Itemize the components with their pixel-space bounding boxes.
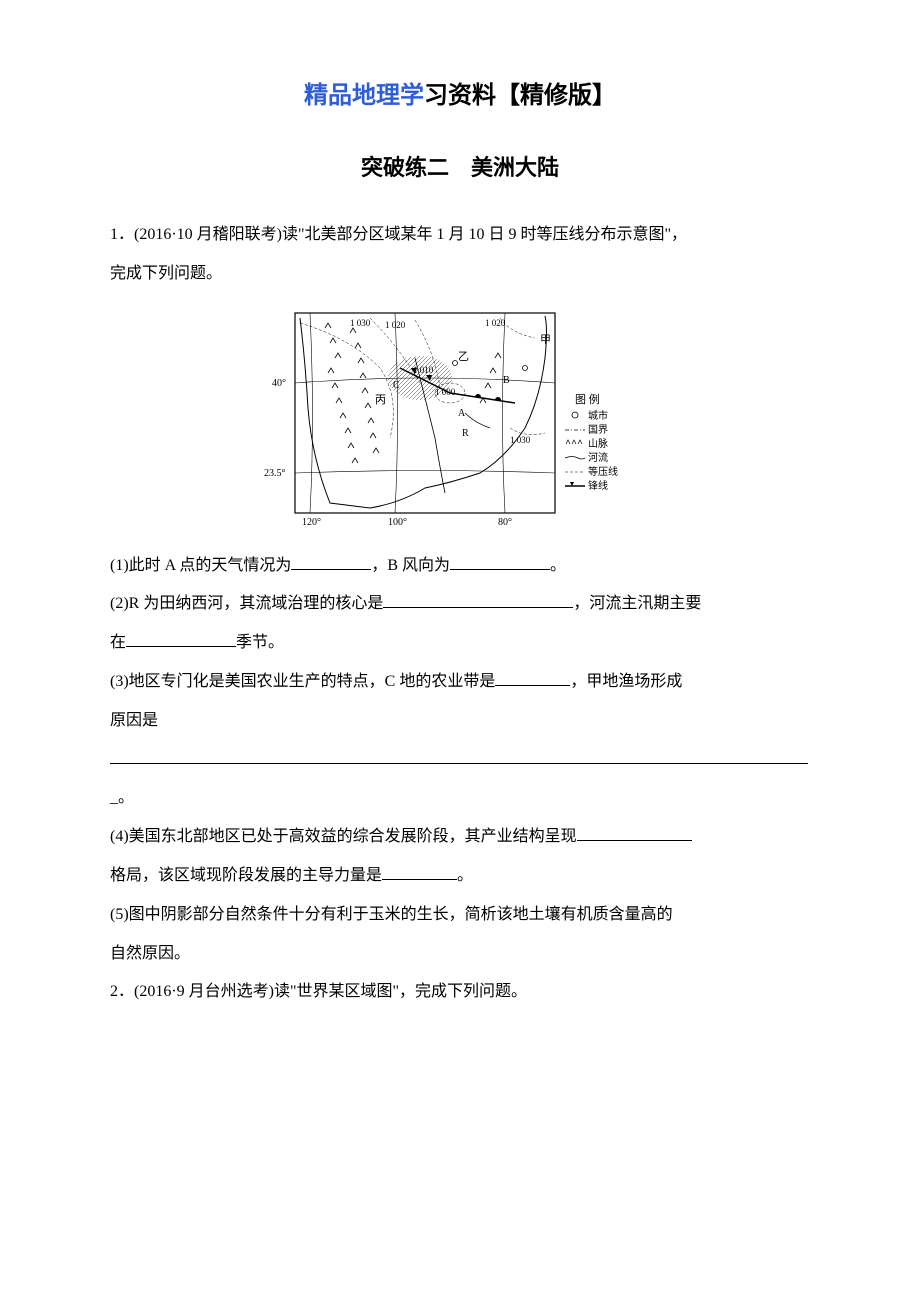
label-B: B xyxy=(503,375,510,386)
lon-80: 80° xyxy=(498,517,512,528)
meridian-80 xyxy=(503,313,506,513)
label-R: R xyxy=(462,428,469,439)
q1-intro-line1: 1．(2016·10 月稽阳联考)读"北美部分区域某年 1 月 10 日 9 时… xyxy=(110,217,810,254)
legend-mountain: 山脉 xyxy=(588,437,608,450)
page-header-title: 精品地理学习资料【精修版】 xyxy=(110,75,810,110)
legend-title: 图 例 xyxy=(575,392,600,406)
mountain-range xyxy=(325,323,379,463)
coastline xyxy=(300,316,547,508)
section-title: 突破练二 美洲大陆 xyxy=(110,150,810,182)
blank-field[interactable] xyxy=(291,554,371,570)
isobar-1020b xyxy=(500,318,535,338)
isobar-label: 1 030 xyxy=(350,318,371,328)
parallel-23 xyxy=(295,470,555,473)
map-frame xyxy=(295,313,555,513)
lat-23: 23.5° xyxy=(264,468,286,479)
isobar-1030b xyxy=(510,428,545,435)
q1-p2l2-after: 季节。 xyxy=(236,634,284,651)
q1-part3-line3 xyxy=(110,742,810,779)
q1-p3-mid: ，甲地渔场形成 xyxy=(570,673,682,690)
q1-p4l2-after: 。 xyxy=(457,867,473,884)
q2-intro: 2．(2016·9 月台州选考)读"世界某区域图"，完成下列问题。 xyxy=(110,974,810,1011)
blank-field[interactable] xyxy=(110,748,808,764)
label-C: C xyxy=(393,380,400,391)
isobar-label: 1 020 xyxy=(385,320,406,330)
q1-part3-line4: _。 xyxy=(110,780,810,817)
warm-front xyxy=(450,393,515,403)
q1-p2-before: (2)R 为田纳西河，其流域治理的核心是 xyxy=(110,595,383,612)
isobar-label: 1 000 xyxy=(435,387,456,397)
isobar-label: 1 010 xyxy=(413,365,434,375)
q1-part4: (4)美国东北部地区已处于高效益的综合发展阶段，其产业结构呈现 xyxy=(110,819,810,856)
map-figure: 1 030 1 020 1 020 1 010 1 000 1 030 甲 乙 … xyxy=(110,308,810,533)
legend-border: 国界 xyxy=(588,424,608,436)
q1-part4-line2: 格局，该区域现阶段发展的主导力量是 。 xyxy=(110,858,810,895)
q1-part2-line2: 在 季节。 xyxy=(110,625,810,662)
north-america-isobar-map: 1 030 1 020 1 020 1 010 1 000 1 030 甲 乙 … xyxy=(240,308,680,528)
lon-100: 100° xyxy=(388,517,407,528)
legend-front: 锋线 xyxy=(588,479,608,492)
label-yi: 乙 xyxy=(458,350,469,363)
q1-part5-line2: 自然原因。 xyxy=(110,936,810,973)
isobar-label: 1 030 xyxy=(510,435,531,445)
legend-city: 城市 xyxy=(588,409,608,422)
tennessee-river xyxy=(465,413,490,428)
city-marker xyxy=(453,360,458,365)
q1-p1-before: (1)此时 A 点的天气情况为 xyxy=(110,557,291,574)
q1-part3: (3)地区专门化是美国农业生产的特点，C 地的农业带是 ，甲地渔场形成 xyxy=(110,664,810,701)
city-marker xyxy=(523,365,528,370)
q1-p2-mid: ，河流主汛期主要 xyxy=(573,595,701,612)
label-bing: 丙 xyxy=(375,394,386,406)
isobar-1030 xyxy=(300,323,393,438)
q1-p1-mid: ，B 风向为 xyxy=(371,557,450,574)
q1-part2: (2)R 为田纳西河，其流域治理的核心是 ，河流主汛期主要 xyxy=(110,586,810,623)
blank-field[interactable] xyxy=(126,631,236,647)
q1-part3-line2: 原因是 xyxy=(110,703,810,740)
isobar-label: 1 020 xyxy=(485,318,506,328)
q1-p4l2-before: 格局，该区域现阶段发展的主导力量是 xyxy=(110,867,382,884)
q1-part5-line1: (5)图中阴影部分自然条件十分有利于玉米的生长，简析该地土壤有机质含量高的 xyxy=(110,897,810,934)
header-black: 习资料【精修版】 xyxy=(424,82,616,109)
lat-40: 40° xyxy=(272,378,286,389)
label-jia: 甲 xyxy=(540,334,551,346)
blank-field[interactable] xyxy=(450,554,550,570)
blank-field[interactable] xyxy=(383,592,573,608)
meridian-100 xyxy=(395,313,398,513)
q1-p3-before: (3)地区专门化是美国农业生产的特点，C 地的农业带是 xyxy=(110,673,495,690)
legend-river: 河流 xyxy=(588,451,608,464)
appalachian-range xyxy=(480,353,501,403)
q1-p1-after: 。 xyxy=(550,557,566,574)
q1-intro-line2: 完成下列问题。 xyxy=(110,256,810,293)
map-legend: 图 例 城市 国界 山脉 河流 等压线 锋线 xyxy=(565,392,618,492)
blank-field[interactable] xyxy=(577,825,692,841)
q1-part1: (1)此时 A 点的天气情况为 ，B 风向为 。 xyxy=(110,548,810,585)
q1-p2l2-before: 在 xyxy=(110,634,126,651)
lon-120: 120° xyxy=(302,517,321,528)
meridian-120 xyxy=(310,313,313,513)
q1-p4-before: (4)美国东北部地区已处于高效益的综合发展阶段，其产业结构呈现 xyxy=(110,828,577,845)
blank-field[interactable] xyxy=(495,670,570,686)
label-A: A xyxy=(458,408,466,419)
blank-field[interactable] xyxy=(382,864,457,880)
header-blue: 精品地理学 xyxy=(304,82,424,109)
legend-isobar: 等压线 xyxy=(588,465,618,478)
